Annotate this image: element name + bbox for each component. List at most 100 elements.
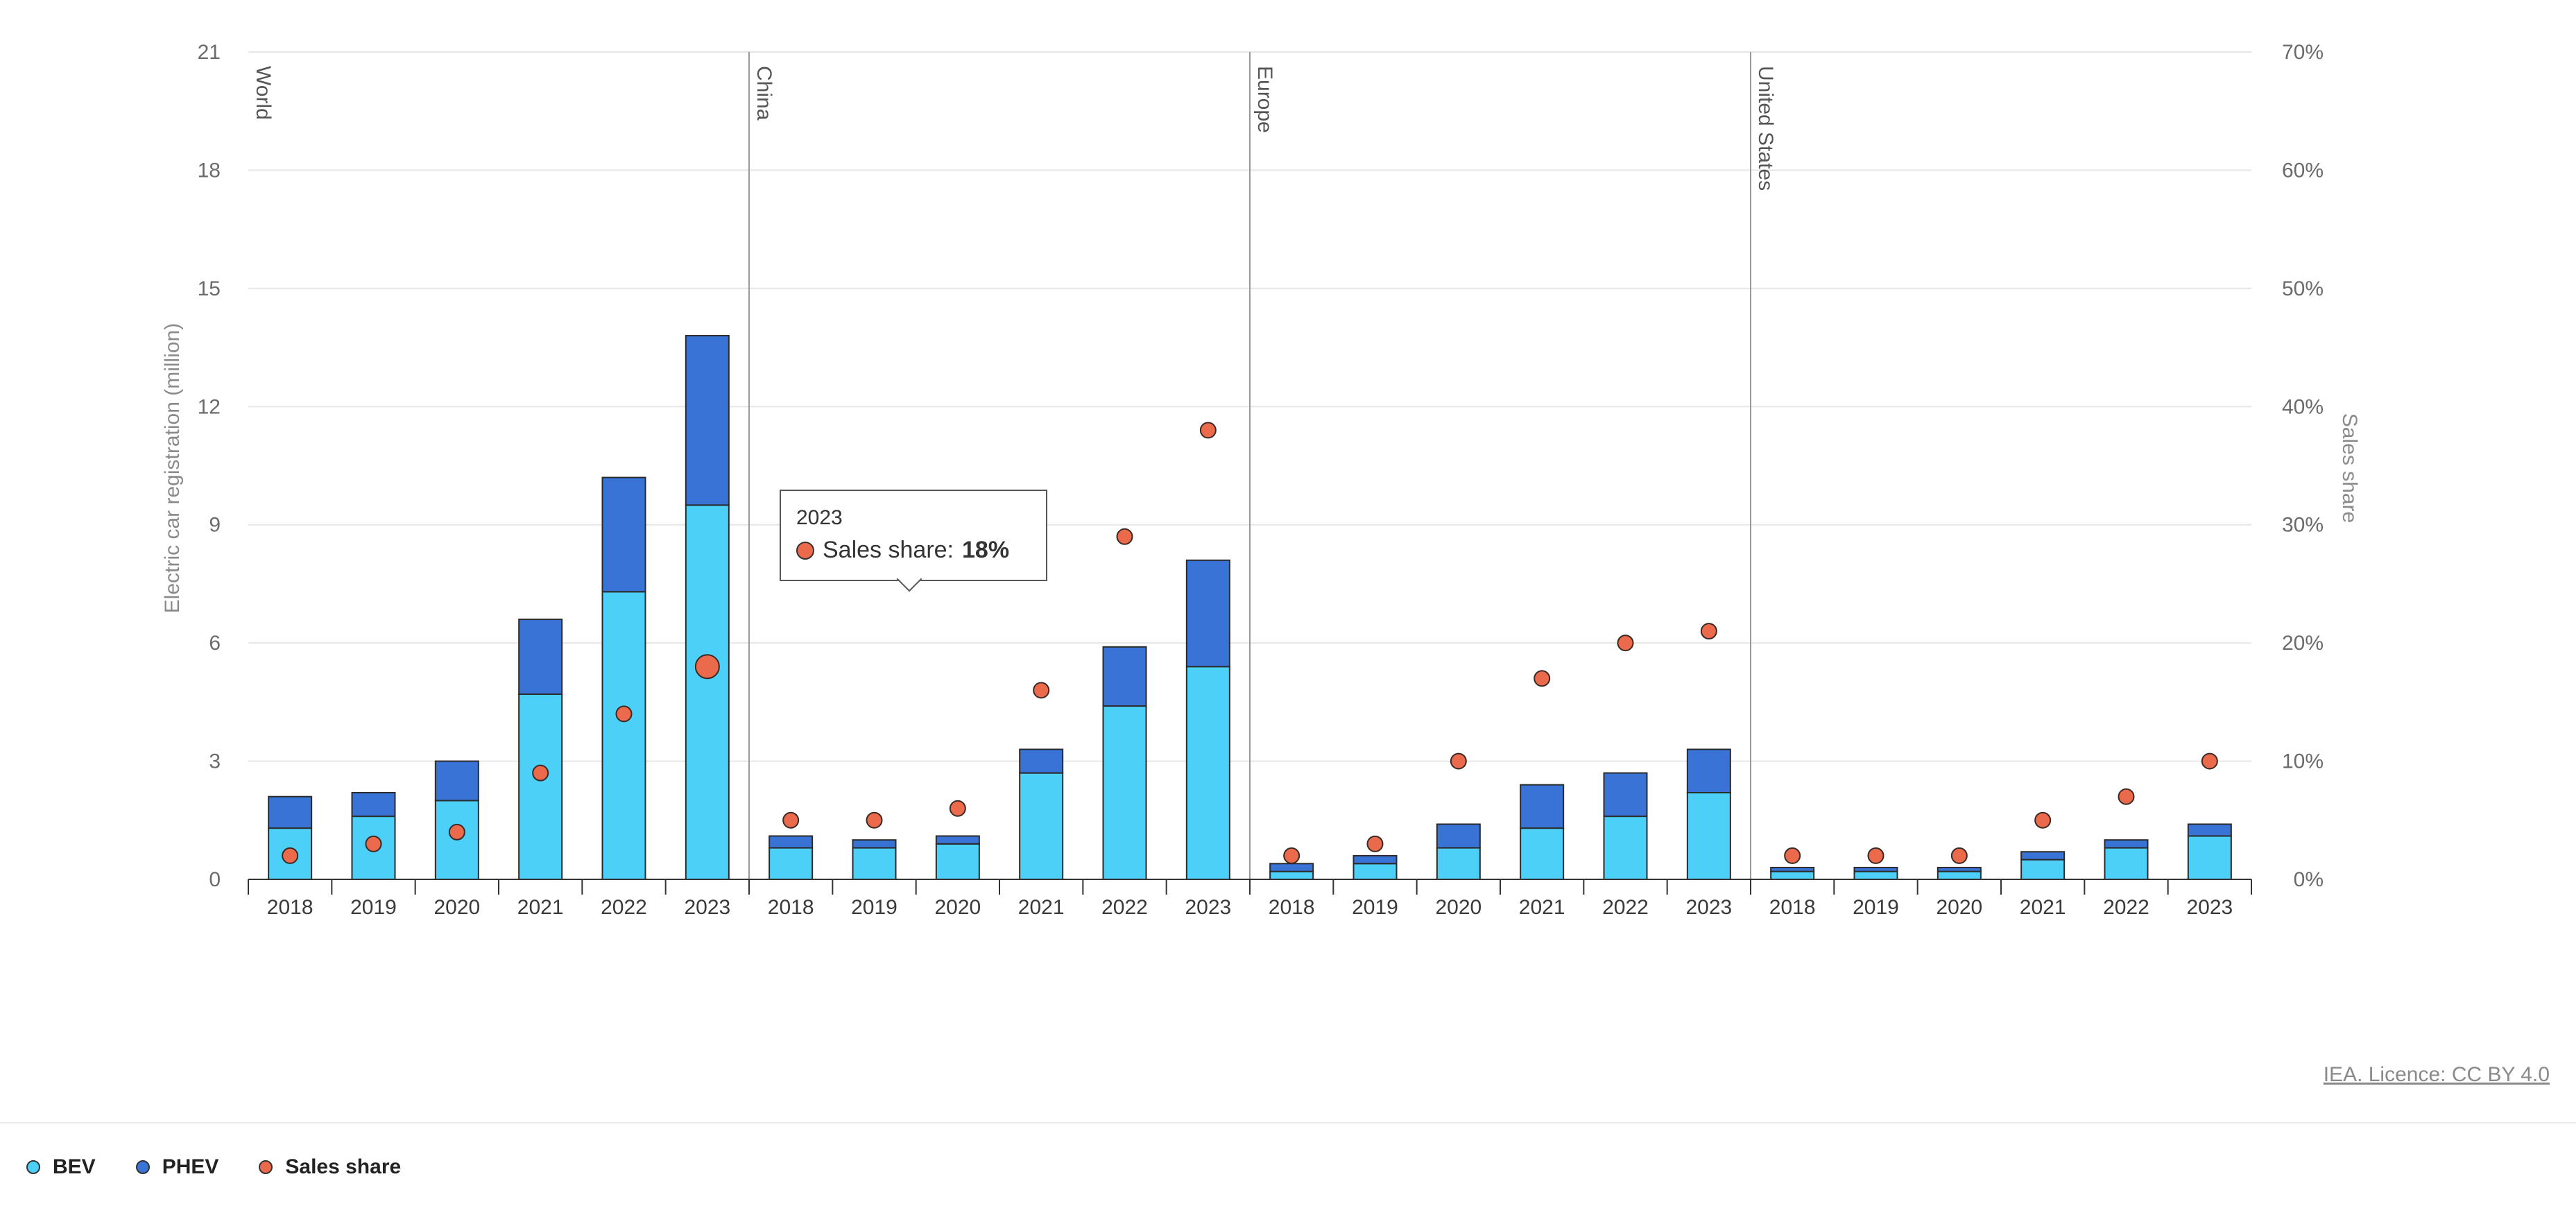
bar-phev-3-0: [1770, 866, 1815, 872]
share-dot-0-4: [615, 705, 633, 723]
x-tick-label-0-2: 2020: [433, 896, 480, 919]
share-dot-0-0: [282, 847, 299, 864]
legend-share-dot-icon: [259, 1160, 273, 1174]
bar-phev-3-2: [1937, 866, 1982, 872]
bar-phev-1-0: [768, 835, 814, 849]
y2-tick-label-4: 40%: [2282, 395, 2324, 418]
y2-axis-title: Sales share: [2338, 413, 2361, 523]
bar-phev-3-3: [2020, 851, 2066, 861]
bar-bev-1-2: [935, 843, 980, 881]
y-tick-label-21: 21: [198, 41, 221, 64]
bar-bev-1-1: [852, 847, 897, 880]
bar-bev-0-4: [601, 591, 646, 880]
bar-phev-1-1: [852, 839, 897, 849]
share-dot-3-3: [2034, 811, 2052, 829]
x-tick-label-0-1: 2019: [350, 896, 397, 919]
y-axis-title: Electric car registration (million): [161, 323, 184, 613]
legend-bev-dot-icon: [26, 1160, 40, 1174]
legend-phev-dot-icon: [135, 1160, 150, 1174]
x-tick-label-3-4: 2022: [2103, 896, 2149, 919]
x-tick-label-3-5: 2023: [2186, 896, 2233, 919]
x-tick-label-1-0: 2018: [768, 896, 814, 919]
x-tick-label-2-3: 2021: [1519, 896, 1565, 919]
share-dot-1-0: [782, 811, 800, 829]
x-tick-label-2-4: 2022: [1602, 896, 1649, 919]
y-tick-label-12: 12: [198, 395, 221, 418]
share-dot-1-4: [1116, 528, 1133, 545]
share-dot-3-4: [2118, 788, 2135, 805]
y2-tick-label-7: 70%: [2282, 41, 2324, 64]
y-tick-label-6: 6: [209, 632, 221, 655]
region-label-3: United States: [1754, 66, 1777, 191]
bar-bev-3-0: [1770, 870, 1815, 880]
bar-bev-3-3: [2020, 859, 2066, 880]
bar-phev-3-4: [2104, 839, 2149, 849]
x-tick-label-2-2: 2020: [1435, 896, 1482, 919]
bar-bev-3-2: [1937, 870, 1982, 880]
x-tick-label-2-1: 2019: [1352, 896, 1398, 919]
y2-tick-label-0: 0%: [2294, 868, 2324, 891]
y2-tick-label-1: 10%: [2282, 750, 2324, 773]
bar-bev-1-5: [1185, 666, 1230, 880]
bar-phev-2-0: [1269, 863, 1314, 872]
divider: [0, 1122, 2576, 1123]
x-tick-label-1-4: 2022: [1101, 896, 1148, 919]
x-tick-label-0-0: 2018: [267, 896, 314, 919]
legend-share-label: Sales share: [285, 1155, 402, 1178]
x-tick-label-1-2: 2020: [934, 896, 981, 919]
share-dot-2-4: [1617, 635, 1634, 652]
share-dot-2-5: [1700, 623, 1717, 640]
bar-phev-0-2: [434, 760, 479, 802]
bar-bev-0-5: [685, 504, 730, 880]
y-tick-label-18: 18: [198, 159, 221, 182]
bar-bev-0-3: [518, 693, 563, 880]
bar-bev-2-1: [1353, 863, 1398, 881]
y-tick-label-9: 9: [209, 514, 221, 537]
bar-phev-0-0: [268, 795, 313, 829]
y2-tick-label-6: 60%: [2282, 159, 2324, 182]
tooltip-line: Sales share: 18%: [796, 537, 1009, 564]
share-dot-1-1: [866, 811, 883, 829]
tooltip-dot-icon: [796, 541, 814, 560]
region-label-2: Europe: [1253, 66, 1276, 133]
bar-phev-2-3: [1520, 784, 1565, 829]
y2-tick-label-3: 30%: [2282, 514, 2324, 537]
x-tick-label-1-5: 2023: [1185, 896, 1231, 919]
share-dot-2-1: [1366, 835, 1384, 852]
bar-bev-2-3: [1520, 827, 1565, 880]
bar-bev-2-5: [1686, 792, 1731, 880]
bar-phev-2-5: [1686, 748, 1731, 794]
x-tick-label-0-3: 2021: [517, 896, 564, 919]
legend-item-phev[interactable]: PHEV: [135, 1155, 219, 1179]
region-label-1: China: [753, 66, 775, 121]
bar-bev-3-1: [1853, 870, 1898, 880]
bar-phev-3-5: [2187, 823, 2232, 837]
x-tick-label-2-5: 2023: [1685, 896, 1732, 919]
y2-tick-label-2: 20%: [2282, 632, 2324, 655]
bar-bev-1-4: [1102, 705, 1147, 880]
x-tick-label-3-3: 2021: [2020, 896, 2066, 919]
bar-bev-3-4: [2104, 847, 2149, 880]
bar-phev-1-2: [935, 835, 980, 845]
share-dot-3-5: [2201, 752, 2218, 770]
bar-phev-0-5: [685, 335, 730, 506]
bar-phev-0-3: [518, 619, 563, 695]
share-dot-0-1: [365, 835, 382, 852]
licence-link[interactable]: IEA. Licence: CC BY 4.0: [2323, 1063, 2550, 1086]
dot-layer: [282, 422, 2218, 864]
share-dot-2-0: [1283, 847, 1300, 864]
legend-bev-label: BEV: [53, 1155, 96, 1178]
axis-layer: Electric car registration (million) Sale…: [161, 41, 2361, 919]
legend-item-sales-share[interactable]: Sales share: [259, 1155, 401, 1179]
bar-phev-2-1: [1353, 854, 1398, 865]
x-tick-label-3-1: 2019: [1853, 896, 1899, 919]
tooltip-year: 2023: [796, 506, 843, 529]
bar-bev-2-4: [1603, 816, 1648, 880]
share-dot-0-2: [448, 823, 465, 841]
y-tick-label-15: 15: [198, 277, 221, 300]
legend-item-bev[interactable]: BEV: [26, 1155, 96, 1179]
bar-bev-1-3: [1019, 772, 1064, 880]
bar-layer: [268, 335, 2232, 881]
legend-phev-label: PHEV: [162, 1155, 219, 1178]
